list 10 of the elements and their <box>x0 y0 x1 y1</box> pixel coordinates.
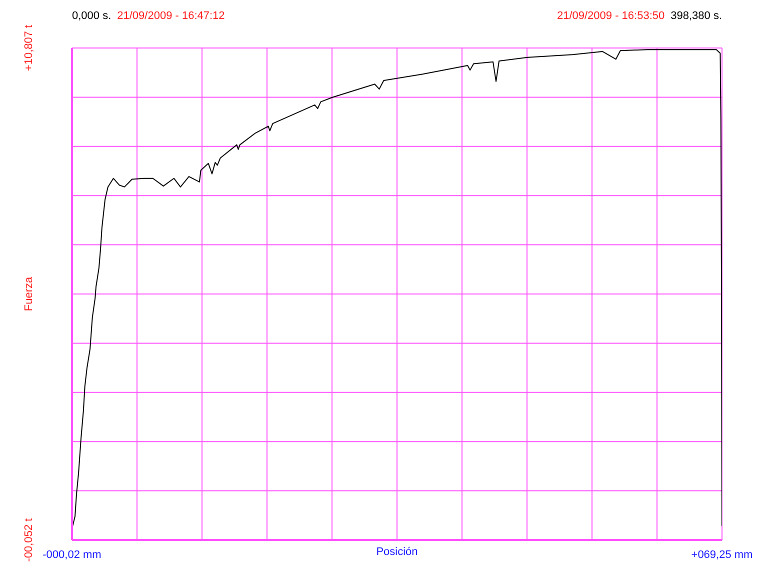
y-tick-label: -00,052 t <box>23 518 35 562</box>
y-axis-title: Fuerza <box>23 276 35 312</box>
x-axis-title: Posición <box>376 546 418 558</box>
text: 398,380 s. <box>670 10 722 22</box>
text: 0,000 s. <box>72 10 112 22</box>
text: 21/09/2009 - 16:47:12 <box>117 10 225 22</box>
x-tick-label: +069,25 mm <box>691 549 753 561</box>
x-tick-label: -000,02 mm <box>42 549 102 561</box>
y-tick-label: +10,807 t <box>23 24 35 72</box>
text: 21/09/2009 - 16:53:50 <box>556 10 665 22</box>
